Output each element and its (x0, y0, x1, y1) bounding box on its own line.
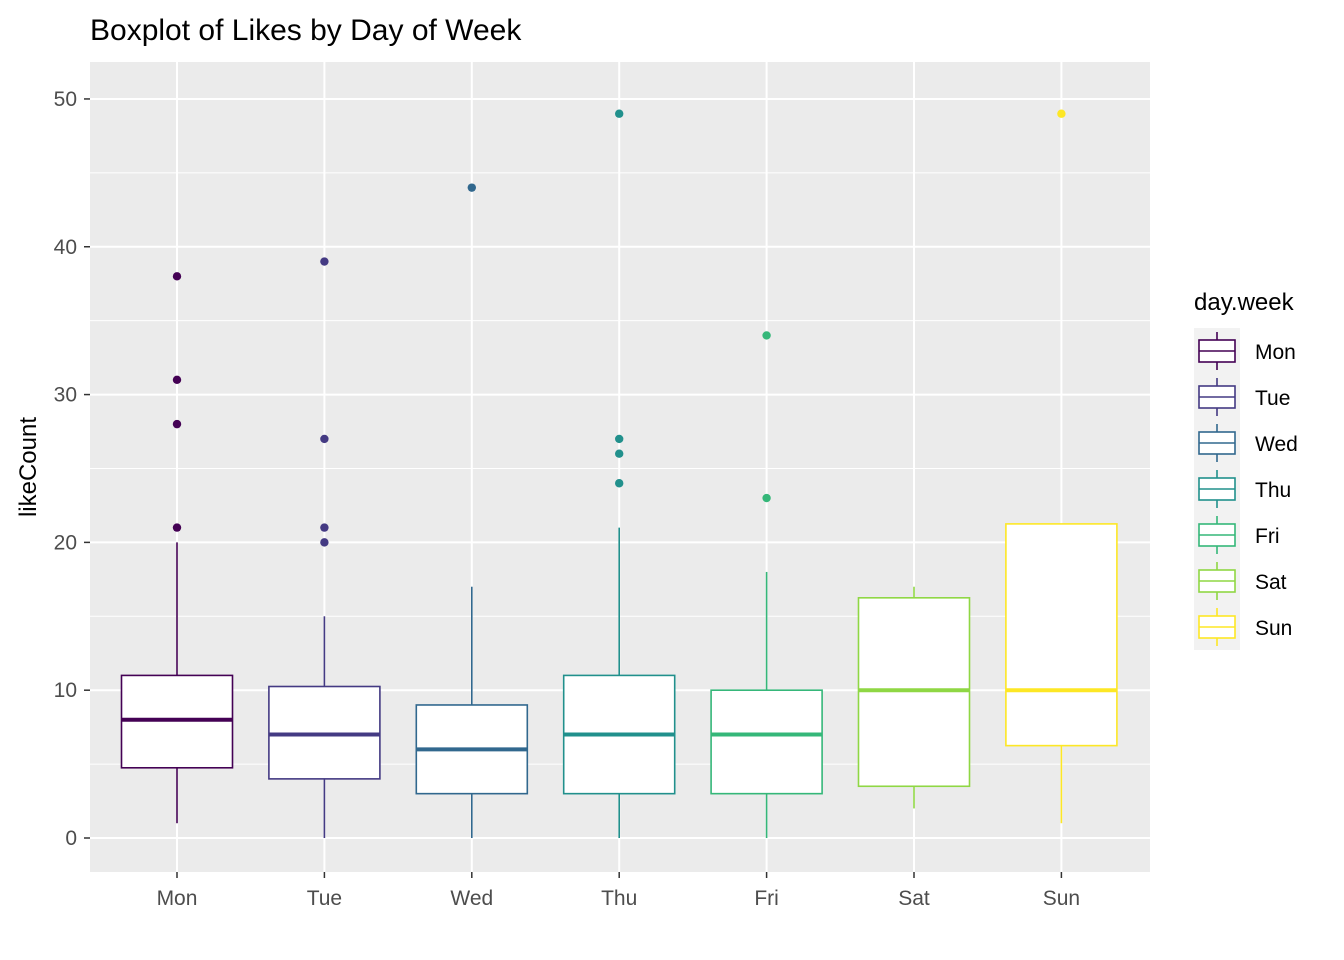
outlier-point-thu (615, 449, 624, 458)
legend-label: Sat (1255, 571, 1287, 594)
legend-label: Mon (1255, 341, 1296, 364)
legend-label: Thu (1255, 479, 1291, 502)
legend-item-mon: Mon (1198, 332, 1296, 370)
outlier-point-sun (1057, 109, 1066, 118)
legend-title: day.week (1194, 289, 1295, 316)
y-axis-title: likeCount (15, 417, 42, 517)
legend-item-wed: Wed (1198, 424, 1298, 462)
outlier-point-mon (172, 272, 182, 281)
legend-item-fri: Fri (1198, 516, 1280, 554)
x-axis: Mon Tue Wed Thu Fri Sat Sun (157, 872, 1080, 910)
box-sun (1005, 523, 1118, 747)
outlier-point-mon (172, 523, 182, 532)
x-tick-label-sat: Sat (898, 887, 930, 910)
legend-label: Sun (1255, 617, 1292, 640)
x-tick-label-fri: Fri (754, 887, 779, 910)
outlier-point-fri (762, 331, 771, 340)
y-tick-label: 30 (54, 384, 77, 407)
chart-title: Boxplot of Likes by Day of Week (90, 14, 522, 47)
outlier-point-tue (320, 538, 329, 547)
outlier-point-tue (320, 434, 329, 444)
legend-item-thu: Thu (1198, 470, 1291, 508)
legend-item-tue: Tue (1198, 378, 1290, 416)
legend-label: Tue (1255, 387, 1290, 410)
x-tick-label-mon: Mon (157, 887, 198, 910)
outlier-point-thu (615, 434, 624, 444)
x-tick-label-tue: Tue (307, 887, 342, 910)
legend: Mon Tue Wed Thu Fri Sat Sun (1194, 328, 1298, 650)
y-tick-label: 50 (54, 88, 77, 111)
y-axis: 0 10 20 30 40 50 (54, 88, 90, 850)
outlier-point-tue (320, 257, 329, 266)
y-tick-label: 10 (54, 679, 77, 702)
x-tick-label-wed: Wed (450, 887, 493, 910)
box-fri (710, 689, 823, 795)
outlier-point-thu (615, 109, 624, 118)
outlier-point-mon (172, 419, 182, 429)
y-tick-label: 40 (54, 236, 77, 259)
boxes (120, 109, 1118, 839)
y-tick-label: 20 (54, 531, 77, 554)
legend-label: Wed (1255, 433, 1298, 456)
legend-item-sun: Sun (1198, 608, 1292, 646)
x-tick-label-sun: Sun (1043, 887, 1080, 910)
x-tick-label-thu: Thu (601, 887, 637, 910)
outlier-point-thu (615, 479, 624, 488)
gridlines (90, 62, 1150, 872)
outlier-point-mon (172, 375, 182, 384)
legend-label: Fri (1255, 525, 1280, 548)
outlier-point-wed (467, 183, 476, 192)
y-tick-label: 0 (65, 827, 77, 850)
legend-item-sat: Sat (1198, 562, 1287, 600)
outlier-point-tue (320, 523, 329, 532)
outlier-point-fri (762, 493, 771, 503)
